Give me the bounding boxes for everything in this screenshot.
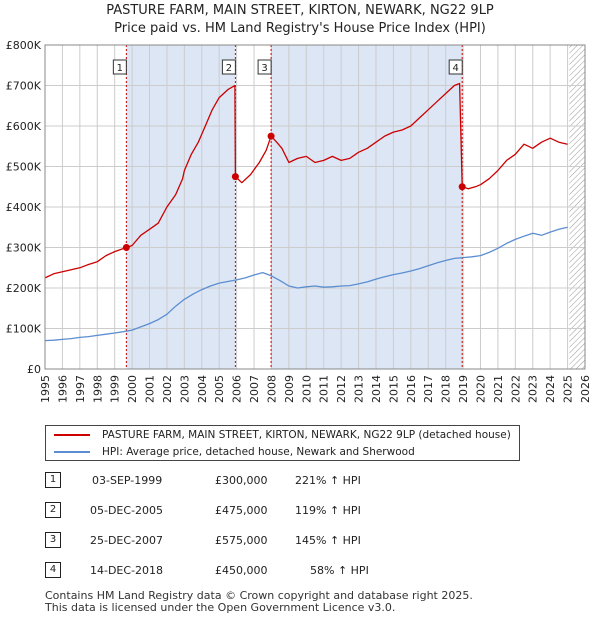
x-tick-label: 2002 [161, 375, 174, 403]
sale-row: 2 05-DEC-2005 £475,000 119% ↑ HPI [45, 502, 585, 520]
legend-hpi-swatch [54, 451, 90, 453]
sale-hpi-change: 58% ↑ HPI [310, 564, 369, 577]
legend-item-property: PASTURE FARM, MAIN STREET, KIRTON, NEWAR… [54, 427, 511, 443]
x-tick-label: 2025 [562, 375, 575, 403]
title-line-1: PASTURE FARM, MAIN STREET, KIRTON, NEWAR… [106, 3, 494, 18]
x-tick-label: 2023 [527, 375, 540, 403]
x-tick-label: 2004 [196, 375, 209, 403]
sale-point [458, 183, 466, 191]
x-tick-label: 2017 [422, 375, 435, 403]
x-tick-label: 2018 [440, 375, 453, 403]
sale-date: 05-DEC-2005 [90, 504, 164, 517]
x-tick-label: 2014 [370, 375, 383, 403]
sale-row: 3 25-DEC-2007 £575,000 145% ↑ HPI [45, 532, 585, 550]
x-tick-label: 2015 [387, 375, 400, 403]
y-tick-label: £0 [27, 363, 41, 376]
sale-price: £475,000 [215, 504, 268, 517]
footer-licence: This data is licensed under the Open Gov… [45, 601, 396, 614]
x-tick-label: 1997 [74, 375, 87, 403]
x-tick-label: 2024 [544, 375, 557, 403]
sale-box [221, 59, 236, 75]
y-tick-label: £100K [6, 323, 42, 336]
sale-box-label: 2 [226, 63, 232, 74]
x-tick-label: 2020 [474, 375, 487, 403]
y-tick-label: £200K [6, 282, 42, 295]
sale-row: 4 14-DEC-2018 £450,000 58% ↑ HPI [45, 562, 585, 580]
sale-box [112, 59, 127, 75]
legend-property-label: PASTURE FARM, MAIN STREET, KIRTON, NEWAR… [102, 429, 511, 441]
legend-property-swatch [54, 434, 90, 436]
y-tick-label: £500K [6, 161, 42, 174]
x-tick-label: 2016 [405, 375, 418, 403]
x-tick-label: 2010 [300, 375, 313, 403]
y-tick-label: £700K [6, 80, 42, 93]
footer-copyright: Contains HM Land Registry data © Crown c… [45, 589, 473, 602]
x-tick-label: 2003 [178, 375, 191, 403]
y-tick-label: £400K [6, 201, 42, 214]
legend: PASTURE FARM, MAIN STREET, KIRTON, NEWAR… [45, 425, 520, 461]
sale-date: 14-DEC-2018 [90, 564, 164, 577]
sale-date: 03-SEP-1999 [92, 474, 163, 487]
sale-hpi-change: 119% ↑ HPI [295, 504, 361, 517]
sale-hpi-change: 145% ↑ HPI [295, 534, 361, 547]
x-tick-label: 2022 [509, 375, 522, 403]
plot-frame [44, 44, 586, 370]
sale-point [231, 173, 239, 181]
x-tick-label: 2021 [492, 375, 505, 403]
y-tick-label: £600K [6, 120, 42, 133]
sale-number-badge: 1 [45, 472, 61, 488]
x-tick-label: 1996 [56, 375, 69, 403]
sale-number-badge: 3 [45, 532, 61, 548]
x-tick-label: 2012 [335, 375, 348, 403]
sale-row: 1 03-SEP-1999 £300,000 221% ↑ HPI [45, 472, 585, 490]
sale-number-badge: 4 [45, 562, 61, 578]
footer: Contains HM Land Registry data © Crown c… [45, 590, 473, 614]
sale-box-label: 4 [453, 63, 459, 74]
x-tick-label: 2001 [144, 375, 157, 403]
y-tick-label: £800K [6, 39, 42, 52]
legend-item-hpi: HPI: Average price, detached house, Newa… [54, 444, 415, 460]
x-tick-label: 1999 [109, 375, 122, 403]
x-tick-label: 2026 [579, 375, 592, 403]
x-tick-label: 2013 [353, 375, 366, 403]
sale-number-badge: 2 [45, 502, 61, 518]
sale-price: £300,000 [215, 474, 268, 487]
x-tick-label: 1998 [91, 375, 104, 403]
hpi-line [44, 226, 568, 342]
chart-title: PASTURE FARM, MAIN STREET, KIRTON, NEWAR… [0, 2, 600, 38]
price-chart: 1 2 3 4 £0 £100K £200K £300K £400K £500K £600K £700… [6, 39, 592, 403]
title-line-2: Price paid vs. HM Land Registry's House … [114, 21, 486, 36]
legend-hpi-label: HPI: Average price, detached house, Newa… [102, 446, 415, 458]
sale-point [267, 132, 275, 140]
x-tick-label: 2009 [283, 375, 296, 403]
y-tick-label: £300K [6, 242, 42, 255]
sale-box-label: 3 [261, 63, 267, 74]
x-tick-label: 2011 [318, 375, 331, 403]
sale-date: 25-DEC-2007 [90, 534, 164, 547]
sale-box-label: 1 [117, 63, 123, 74]
sale-box [448, 59, 463, 75]
sale-price: £450,000 [215, 564, 268, 577]
sale-box [257, 59, 272, 75]
property-price-line [44, 82, 568, 279]
sale-price: £575,000 [215, 534, 268, 547]
x-tick-label: 1995 [39, 375, 52, 403]
x-tick-label: 2006 [231, 375, 244, 403]
x-tick-label: 2007 [248, 375, 261, 403]
x-tick-label: 2008 [265, 375, 278, 403]
sale-point [122, 244, 130, 251]
x-tick-label: 2019 [457, 375, 470, 403]
x-tick-label: 2000 [126, 375, 139, 403]
sale-hpi-change: 221% ↑ HPI [295, 474, 361, 487]
x-tick-label: 2005 [213, 375, 226, 403]
